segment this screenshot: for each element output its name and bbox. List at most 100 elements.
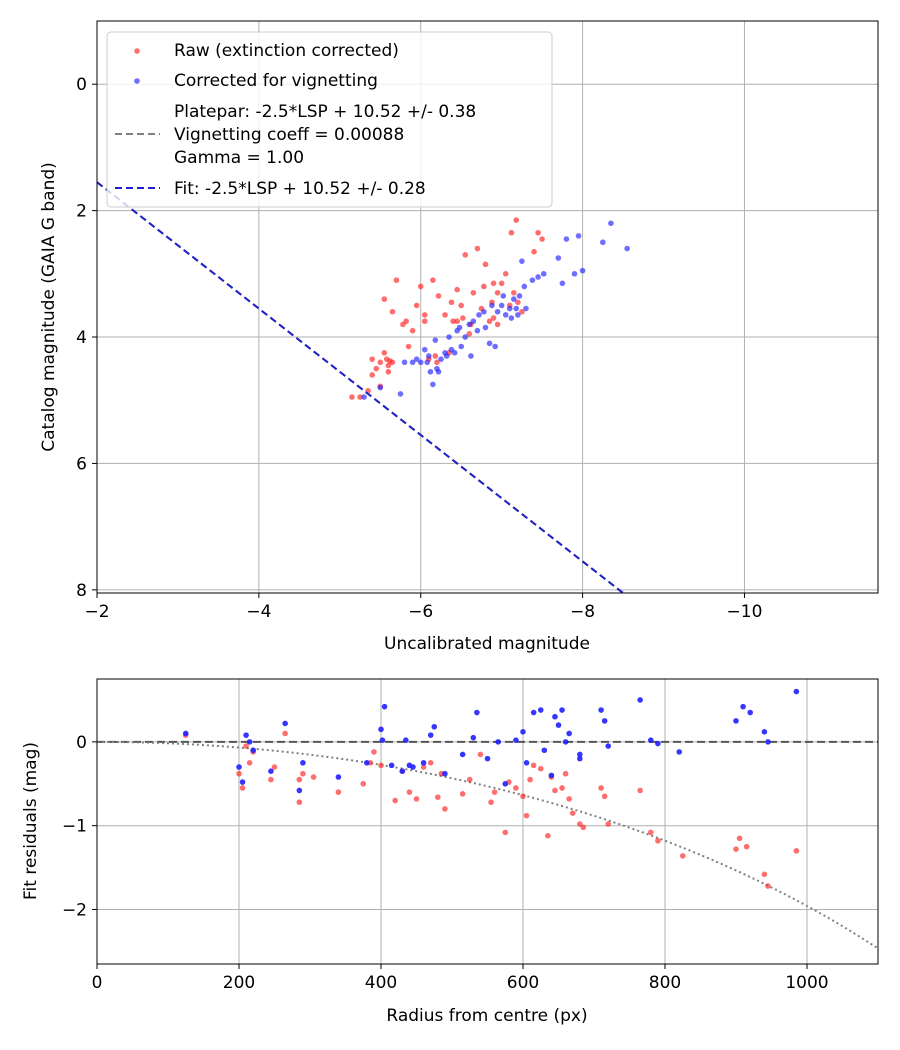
corrected-point xyxy=(417,359,424,366)
corrected-residual-point xyxy=(495,739,501,745)
raw-residual-point xyxy=(520,793,526,800)
top-y-tick-label: 4 xyxy=(76,328,87,348)
raw-point xyxy=(519,308,525,315)
corrected-point xyxy=(476,312,482,318)
raw-residual-point xyxy=(296,799,303,806)
corrected-residual-point xyxy=(182,730,189,737)
raw-residual-point xyxy=(562,770,569,777)
raw-point xyxy=(494,321,501,328)
corrected-point xyxy=(409,359,416,366)
raw-residual-point xyxy=(371,749,377,755)
raw-point xyxy=(454,286,460,293)
raw-residual-point xyxy=(601,793,608,800)
corrected-residual-point xyxy=(484,755,491,762)
raw-point xyxy=(539,236,545,242)
corrected-point xyxy=(451,350,458,356)
raw-point xyxy=(462,252,469,258)
corrected-point xyxy=(502,312,509,318)
corrected-point xyxy=(456,324,463,331)
corrected-point xyxy=(571,271,578,277)
corrected-residual-point xyxy=(246,739,253,745)
corrected-residual-point xyxy=(239,779,246,785)
raw-point xyxy=(481,283,487,290)
corrected-residual-point xyxy=(300,760,306,766)
corrected-point xyxy=(492,343,498,350)
corrected-residual-point xyxy=(562,739,569,745)
corrected-point xyxy=(426,353,432,359)
bottom-x-tick-label: 600 xyxy=(507,973,539,993)
raw-residual-point xyxy=(243,743,249,749)
raw-residual-point xyxy=(648,829,654,836)
raw-point xyxy=(448,299,455,306)
corrected-point xyxy=(513,305,520,312)
raw-residual-point xyxy=(420,764,427,770)
corrected-point xyxy=(575,233,582,239)
corrected-residual-point xyxy=(655,740,661,747)
top-axis-ticks: −2 −4 −6 −8 −10 0 2 4 6 8 xyxy=(76,75,762,622)
corrected-point xyxy=(523,305,529,312)
legend-box xyxy=(106,31,553,208)
corrected-point xyxy=(579,267,586,274)
corrected-point xyxy=(498,302,505,309)
raw-residual-point xyxy=(296,776,303,783)
bottom-grid xyxy=(96,679,878,964)
corrected-residual-point xyxy=(520,729,526,735)
corrected-point xyxy=(468,353,474,359)
raw-residual-point xyxy=(598,785,604,791)
raw-point xyxy=(369,372,375,378)
corrected-residual-point xyxy=(470,734,477,741)
raw-point xyxy=(393,277,400,283)
corrected-residual-point xyxy=(541,747,548,754)
raw-residual-point xyxy=(743,843,750,850)
corrected-residual-point xyxy=(502,780,509,787)
raw-point xyxy=(417,283,424,290)
corrected-point xyxy=(511,296,517,302)
corrected-residual-point xyxy=(566,730,572,737)
corrected-residual-point xyxy=(379,737,386,743)
corrected-residual-point xyxy=(282,720,288,727)
raw-point xyxy=(357,394,363,400)
corrected-point xyxy=(458,343,464,350)
corrected-residual-point xyxy=(388,762,395,769)
top-y-tick-label: 6 xyxy=(76,454,87,474)
corrected-residual-point xyxy=(577,755,583,762)
raw-point xyxy=(482,261,489,268)
corrected-residual-point xyxy=(442,770,448,777)
legend-platepar-label: Platepar: -2.5*LSP + 10.52 +/- 0.38 xyxy=(174,102,476,122)
raw-residual-point xyxy=(552,787,558,794)
raw-residual-point xyxy=(427,760,434,766)
raw-residual-point xyxy=(502,829,509,836)
raw-point xyxy=(381,296,388,302)
corrected-point xyxy=(462,334,469,340)
raw-residual-point xyxy=(491,789,498,795)
raw-residual-point xyxy=(300,770,306,777)
raw-residual-point xyxy=(577,821,583,827)
corrected-residual-point xyxy=(761,729,768,735)
raw-point xyxy=(535,229,541,236)
corrected-point xyxy=(397,391,404,397)
raw-residual-point xyxy=(442,806,448,812)
corrected-point xyxy=(489,302,495,309)
top-fit-lines xyxy=(97,181,625,593)
top-y-tick-label: 0 xyxy=(76,75,87,95)
raw-point xyxy=(421,312,428,318)
corrected-point xyxy=(516,293,523,299)
corrected-residual-point xyxy=(268,768,274,775)
corrected-residual-point xyxy=(552,713,558,720)
corrected-point xyxy=(500,293,507,299)
raw-residual-point xyxy=(637,787,643,794)
corrected-residual-point xyxy=(427,732,434,738)
top-y-axis-label: Catalog magnitude (GAIA G band) xyxy=(39,162,59,452)
top-y-tick-label: 8 xyxy=(76,581,87,601)
bottom-x-tick-label: 400 xyxy=(365,973,397,993)
corrected-residual-point xyxy=(598,707,604,713)
legend-gamma-label: Gamma = 1.00 xyxy=(174,148,304,168)
corrected-residual-point xyxy=(410,764,416,770)
raw-residual-point xyxy=(655,837,661,844)
top-legend: Raw (extinction corrected) Corrected for… xyxy=(106,31,553,208)
raw-residual-point xyxy=(271,764,278,770)
corrected-point xyxy=(432,337,439,343)
raw-residual-point xyxy=(513,785,519,791)
top-y-tick-label: 2 xyxy=(76,202,87,222)
